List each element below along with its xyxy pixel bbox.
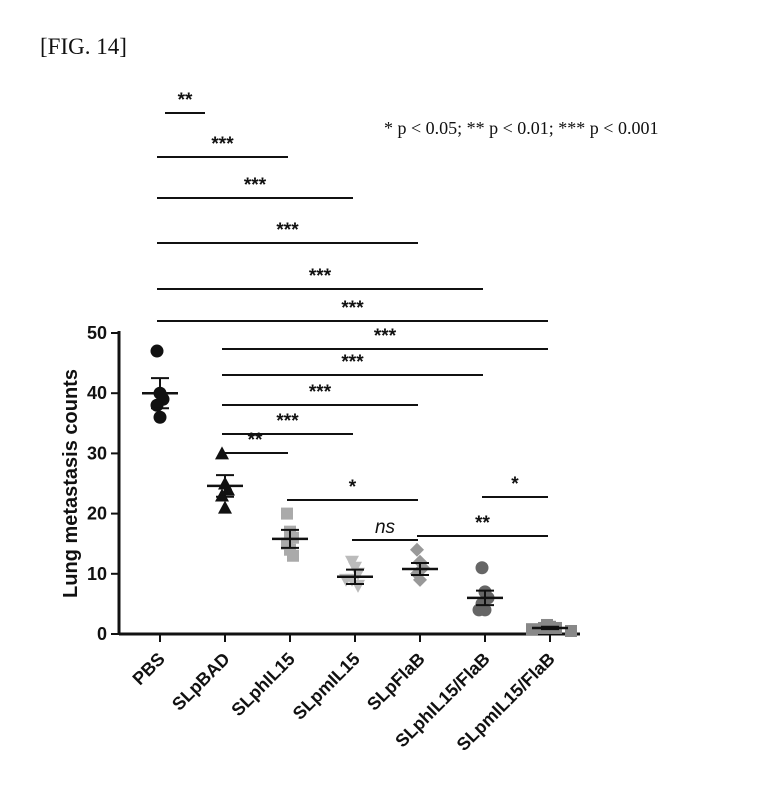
y-axis-label: Lung metastasis counts <box>60 369 82 598</box>
data-point <box>281 508 293 520</box>
significance-label: *** <box>374 326 397 347</box>
y-tick-label: 30 <box>87 443 107 463</box>
significance-label: ** <box>248 430 263 451</box>
significance-label: *** <box>309 266 332 287</box>
y-tick-label: 20 <box>87 504 107 524</box>
significance-label: ns <box>375 517 396 538</box>
y-tick-label: 0 <box>97 624 107 644</box>
data-point <box>476 561 489 574</box>
significance-label: *** <box>309 382 332 403</box>
x-tick-label: PBS <box>129 649 169 689</box>
data-point <box>351 580 365 593</box>
data-point <box>410 543 424 557</box>
x-tick-label: SLpBAD <box>168 649 234 715</box>
significance-label: *** <box>341 298 364 319</box>
significance-brackets: ********************************ns*** <box>157 90 548 540</box>
x-tick-label: SLpmIL15 <box>289 649 364 724</box>
significance-label: * <box>349 477 357 498</box>
data-point <box>154 411 167 424</box>
significance-label: *** <box>244 175 267 196</box>
significance-label: ** <box>475 513 490 534</box>
y-tick-label: 40 <box>87 383 107 403</box>
significance-label: ** <box>178 90 193 111</box>
significance-label: *** <box>276 220 299 241</box>
significance-label: *** <box>341 352 364 373</box>
data-point <box>151 345 164 358</box>
data-point <box>287 550 299 562</box>
data-point <box>151 399 164 412</box>
significance-label: * <box>511 474 519 495</box>
x-tick-label: SLpFlaB <box>363 649 429 715</box>
y-tick-label: 10 <box>87 564 107 584</box>
significance-label: *** <box>276 411 299 432</box>
data-point <box>218 501 232 514</box>
y-tick-label: 50 <box>87 323 107 343</box>
mean-sem-bars <box>142 378 568 629</box>
significance-label: *** <box>211 134 234 155</box>
